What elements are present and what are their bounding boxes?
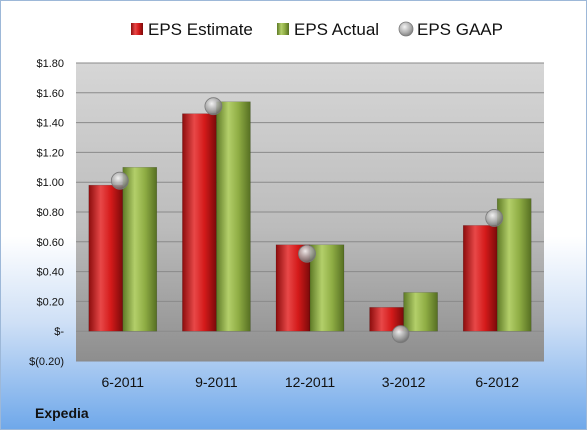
bar-eps-actual <box>309 244 345 332</box>
y-tick-label: $1.60 <box>36 88 64 100</box>
marker-eps-gaap <box>204 97 223 116</box>
x-category-label: 6-2012 <box>475 374 519 390</box>
bar-eps-actual <box>216 101 251 332</box>
x-axis-labels: 6-2011 9-2011 12-2011 3-2012 6-2012 <box>102 374 520 390</box>
bars <box>88 101 532 332</box>
x-category-label: 9-2011 <box>195 374 238 390</box>
bar-eps-estimate <box>462 225 498 332</box>
y-tick-label: $1.00 <box>36 177 64 189</box>
x-category-label: 6-2011 <box>102 374 145 390</box>
y-tick-label: $- <box>54 326 64 338</box>
bar-eps-estimate <box>182 113 217 332</box>
legend-swatch-eps-gaap <box>398 21 414 37</box>
legend-swatch-eps-estimate <box>131 23 143 35</box>
legend-swatch-eps-actual <box>277 23 289 35</box>
y-tick-label: $1.20 <box>36 147 64 159</box>
y-tick-label: $0.80 <box>36 207 64 219</box>
y-axis-labels: $(0.20) $- $0.20 $0.40 $0.60 $0.80 $1.00 $1.20 $… <box>29 58 64 368</box>
legend-label-eps-gaap: EPS GAAP <box>417 20 503 39</box>
legend: EPS Estimate EPS Actual EPS GAAP <box>131 20 503 39</box>
marker-eps-gaap <box>391 325 410 344</box>
x-category-label: 3-2012 <box>382 374 426 390</box>
legend-label-eps-actual: EPS Actual <box>294 20 379 39</box>
y-tick-label: $1.40 <box>36 118 64 130</box>
marker-eps-gaap <box>298 244 316 263</box>
bar-eps-actual <box>122 167 158 332</box>
marker-eps-gaap <box>485 209 504 227</box>
gaap-markers <box>110 97 504 344</box>
company-label: Expedia <box>35 405 89 421</box>
bar-eps-estimate <box>88 184 124 332</box>
x-category-label: 12-2011 <box>285 374 336 390</box>
y-tick-label: $0.40 <box>36 267 64 279</box>
legend-label-eps-estimate: EPS Estimate <box>148 20 253 39</box>
y-tick-label: $1.80 <box>36 58 64 70</box>
bar-eps-actual <box>496 198 532 332</box>
y-tick-label: $0.20 <box>36 296 64 308</box>
bar-eps-actual <box>403 292 438 332</box>
marker-eps-gaap <box>110 171 129 190</box>
y-tick-label: $0.60 <box>36 237 64 249</box>
y-tick-label: $(0.20) <box>29 356 64 368</box>
